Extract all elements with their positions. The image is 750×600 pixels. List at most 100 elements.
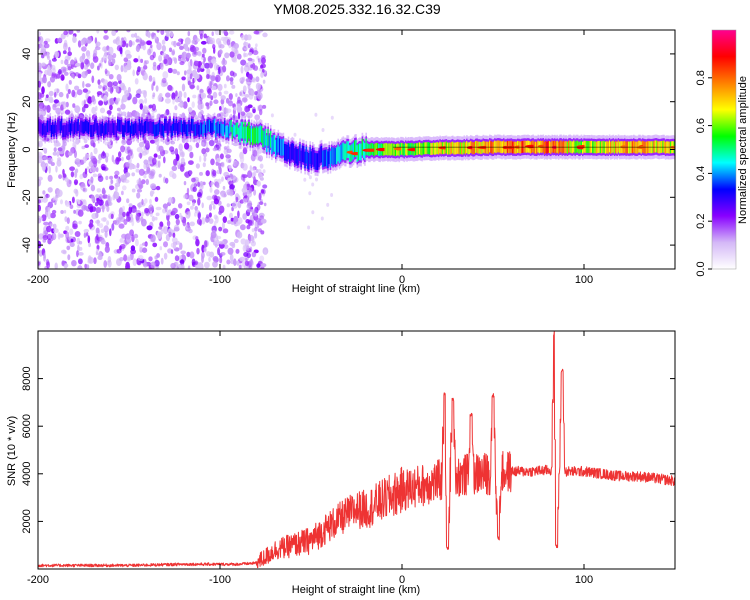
spectrogram-noise-speck <box>141 211 144 217</box>
spectrogram-noise-speck <box>194 206 198 211</box>
spectrogram-ridge-cell <box>296 148 299 166</box>
spectrogram-noise-speck <box>171 237 178 243</box>
spectrogram-noise-speck <box>68 46 71 53</box>
spectrogram-noise-speck <box>186 187 190 195</box>
spectrogram-ridge-cell <box>300 150 302 168</box>
spectrogram-noise-speck <box>75 158 80 163</box>
spectrogram-noise-speck <box>72 35 76 43</box>
spectrogram-noise-speck <box>42 156 49 161</box>
spectrogram-noise-speck <box>246 224 251 230</box>
spectrogram-noise-speck <box>197 181 201 188</box>
spectrogram-noise-speck <box>47 211 52 220</box>
spectrogram-ridge-cell <box>230 120 232 132</box>
spectrogram-noise-speck <box>222 185 226 190</box>
spectrogram-ridge-cell <box>97 125 100 138</box>
spectrogram-ridge-cell <box>571 141 574 154</box>
snr-series-line <box>38 331 675 569</box>
spectrogram-ridge-cell <box>662 140 664 153</box>
spectrogram-noise-speck <box>228 93 233 101</box>
spectrogram-noise-speck <box>250 258 253 266</box>
spectrogram-ridge-cell <box>429 142 431 155</box>
spectrogram-noise-speck <box>308 191 312 196</box>
spectrogram-noise-speck <box>60 210 64 214</box>
spectrogram-noise-speck <box>202 47 207 54</box>
spectrogram-noise-speck <box>192 186 197 192</box>
spectrogram-ridge-cell <box>354 140 356 158</box>
spectrogram-ridge-cell <box>569 140 571 153</box>
spectrogram-noise-speck <box>147 31 151 39</box>
spectrogram-noise-speck <box>107 255 112 263</box>
spectrogram-noise-speck <box>83 228 90 233</box>
spectrogram-noise-speck <box>110 179 114 184</box>
spectrogram-noise-speck <box>67 151 73 156</box>
spectrogram-ridge-cell <box>523 140 525 153</box>
spectrogram-noise-speck <box>252 50 259 56</box>
spectrogram-ridge-cell <box>151 122 153 134</box>
spectrogram-ridge-cell <box>227 126 230 139</box>
spectrogram-ridge-cell <box>185 124 188 137</box>
spectrogram-noise-speck <box>139 183 144 189</box>
spectrogram-ridge-cell <box>81 120 83 133</box>
spectrogram-noise-speck <box>172 244 177 249</box>
spectrogram-ridge-cell <box>187 124 189 136</box>
spectrogram-noise-speck <box>171 50 175 56</box>
spectrogram-noise-speck <box>330 115 334 120</box>
spectrogram-ridge-cell <box>445 141 448 154</box>
spectrogram-ridge-cell <box>476 140 478 153</box>
spectrogram-ridge-cell <box>204 124 207 137</box>
spectrogram-noise-speck <box>158 55 163 62</box>
spectrogram-noise-speck <box>213 63 219 71</box>
spectrogram-noise-speck <box>187 80 191 86</box>
spectrogram-noise-speck <box>90 176 94 183</box>
spectrogram-y-axis-title: Frequency (Hz) <box>6 112 18 188</box>
spectrogram-noise-speck <box>116 217 121 223</box>
spectrogram-noise-speck <box>202 162 206 168</box>
spectrogram-noise-speck <box>97 65 100 71</box>
spectrogram-noise-speck <box>102 194 109 199</box>
spectrogram-noise-speck <box>148 170 153 176</box>
spectrogram-noise-speck <box>209 80 213 89</box>
spectrogram-noise-speck <box>100 228 105 233</box>
spectrogram-noise-speck <box>212 204 216 210</box>
spectrogram-noise-speck <box>77 244 80 253</box>
spectrogram-noise-speck <box>251 228 255 233</box>
spectrogram-noise-speck <box>136 146 143 153</box>
spectrogram-noise-speck <box>125 53 132 59</box>
spectrogram-ridge-cell <box>90 125 92 137</box>
spectrogram-ridge-cell <box>170 125 173 138</box>
spectrogram-noise-speck <box>131 219 135 227</box>
spectrogram-noise-speck <box>226 259 231 265</box>
spectrogram-noise-speck <box>112 53 117 59</box>
spectrogram-noise-speck <box>160 62 164 70</box>
spectrogram-ridge-cell <box>108 120 110 132</box>
spectrogram-noise-speck <box>78 211 82 216</box>
spectrogram-noise-speck <box>213 99 219 104</box>
spectrogram-noise-speck <box>229 77 234 82</box>
spectrogram-noise-speck <box>311 182 315 187</box>
spectrogram-noise-speck <box>199 33 203 40</box>
spectrogram-ridge-cell <box>281 139 283 157</box>
spectrogram-noise-speck <box>209 186 213 193</box>
spectrogram-noise-speck <box>256 180 261 187</box>
spectrogram-noise-speck <box>66 245 71 251</box>
spectrogram-noise-speck <box>133 58 139 63</box>
spectrogram-noise-speck <box>69 242 75 248</box>
spectrogram-ridge-cell <box>546 141 548 154</box>
spectrogram-ridge-cell <box>198 124 201 137</box>
spectrogram-ridge-cell <box>66 123 68 136</box>
spectrogram-noise-speck <box>73 209 76 214</box>
spectrogram-ridge-cell <box>402 143 404 156</box>
spectrogram-ridge-cell <box>192 119 194 131</box>
spectrogram-noise-speck <box>38 80 41 88</box>
spectrogram-noise-speck <box>211 31 214 36</box>
spectrogram-ridge-cell <box>59 121 62 134</box>
spectrogram-ridge-cell <box>50 125 53 137</box>
spectrogram-noise-speck <box>168 231 172 238</box>
spectrogram-noise-speck <box>160 257 164 265</box>
spectrogram-noise-speck <box>259 163 264 169</box>
spectrogram-noise-speck <box>184 37 191 45</box>
spectrogram-noise-speck <box>71 73 75 79</box>
spectrogram-noise-speck <box>145 178 149 185</box>
spectrogram-noise-speck <box>72 223 78 230</box>
spectrogram-ridge-cell <box>458 142 460 155</box>
